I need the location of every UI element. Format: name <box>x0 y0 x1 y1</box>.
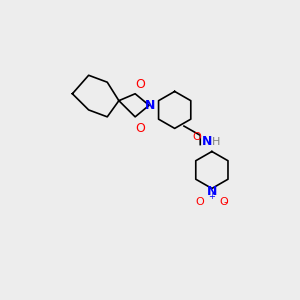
Text: N: N <box>202 135 212 148</box>
Text: O: O <box>219 196 228 207</box>
Text: N: N <box>145 99 155 112</box>
Text: -: - <box>224 196 228 207</box>
Text: H: H <box>212 136 221 147</box>
Text: O: O <box>135 122 145 135</box>
Text: O: O <box>192 132 201 142</box>
Text: O: O <box>135 78 145 91</box>
Text: N: N <box>207 185 217 198</box>
Text: +: + <box>208 192 215 201</box>
Text: O: O <box>196 196 205 207</box>
